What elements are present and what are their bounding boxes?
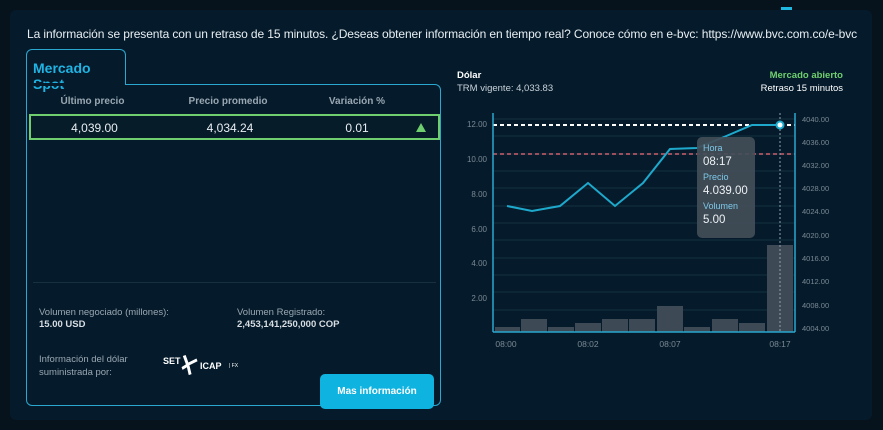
svg-text:8.00: 8.00 <box>471 190 487 199</box>
tab-joint <box>27 83 125 86</box>
svg-text:2.00: 2.00 <box>471 294 487 303</box>
right-axis-labels: 4004.00 4008.00 4012.00 4016.00 4020.00 … <box>802 115 829 333</box>
svg-text:4020.00: 4020.00 <box>802 231 829 240</box>
svg-text:4004.00: 4004.00 <box>802 324 829 333</box>
delay-status: Retraso 15 minutos <box>760 83 843 94</box>
tooltip-hora-label: Hora <box>703 143 723 153</box>
tooltip-precio-label: Precio <box>703 172 729 182</box>
svg-text:4040.00: 4040.00 <box>802 115 829 124</box>
logo-cross-icon <box>181 354 198 375</box>
avg-price-value: 4,034.24 <box>206 121 254 135</box>
svg-text:4008.00: 4008.00 <box>802 301 829 310</box>
x-axis-labels: 08:00 08:02 08:07 08:17 <box>495 339 791 349</box>
provider-label: Información del dólar suministrada por: <box>39 354 128 378</box>
tooltip-hora-value: 08:17 <box>703 156 732 168</box>
top-tab-indicator <box>781 7 792 10</box>
chart-tooltip: Hora 08:17 Precio 4.039.00 Volumen 5.00 <box>697 137 755 238</box>
volume-traded-label: Volumen negociado (millones): <box>39 307 169 318</box>
trm-value: TRM vigente: 4,033.83 <box>457 83 554 94</box>
tooltip-precio-value: 4.039.00 <box>703 185 748 197</box>
price-line <box>506 124 780 213</box>
volume-registered-value: 2,453,141,250,000 COP <box>237 319 340 330</box>
volume-registered: Volumen Registrado: 2,453,141,250,000 CO… <box>237 307 339 331</box>
trend-up-icon <box>416 123 426 132</box>
tab-mercado-spot-label: Mercado Spot <box>33 60 91 92</box>
tooltip-volumen-value: 5.00 <box>703 214 726 226</box>
svg-text:4.00: 4.00 <box>471 259 487 268</box>
svg-text:4036.00: 4036.00 <box>802 138 829 147</box>
logo-set-text: SET <box>163 356 181 366</box>
market-status: Mercado abierto <box>769 70 843 81</box>
col-last-price: Último precio <box>60 96 125 107</box>
volume-traded: Volumen negociado (millones): 15.00 USD <box>39 307 169 331</box>
svg-text:6.00: 6.00 <box>471 225 487 234</box>
left-axis-labels: 2.00 4.00 6.00 8.00 10.00 12.00 <box>467 120 488 303</box>
variation-value: 0.01 <box>345 121 369 135</box>
svg-text:08:07: 08:07 <box>659 339 681 349</box>
chart-header-left: Dólar TRM vigente: 4,033.83 <box>457 69 553 95</box>
chart-title: Dólar <box>457 70 482 81</box>
table-row: 4,039.00 4,034.24 0.01 <box>29 114 440 140</box>
chart-header-right: Mercado abierto Retraso 15 minutos <box>761 69 843 95</box>
svg-text:10.00: 10.00 <box>467 155 488 164</box>
svg-text:08:02: 08:02 <box>577 339 599 349</box>
col-avg-price: Precio promedio <box>188 96 268 107</box>
tab-mercado-spot[interactable]: Mercado Spot <box>26 49 126 92</box>
svg-text:4012.00: 4012.00 <box>802 277 829 286</box>
tooltip-volumen-label: Volumen <box>703 201 739 211</box>
logo-fx-text: | FX <box>229 363 239 369</box>
section-divider <box>33 282 436 283</box>
table-header: Último precio Precio promedio Variación … <box>27 93 440 113</box>
svg-text:08:00: 08:00 <box>495 339 517 349</box>
price-volume-chart[interactable]: 2.00 4.00 6.00 8.00 10.00 12.00 4004.00 … <box>455 105 855 360</box>
svg-text:4032.00: 4032.00 <box>802 161 829 170</box>
more-info-button[interactable]: Mas información <box>320 374 434 409</box>
set-icap-fx-logo: SET ICAP | FX <box>163 353 243 375</box>
svg-text:4016.00: 4016.00 <box>802 254 829 263</box>
svg-text:08:17: 08:17 <box>769 339 791 349</box>
col-variation: Variación % <box>328 96 386 107</box>
volume-bars <box>495 245 793 332</box>
svg-text:4024.00: 4024.00 <box>802 207 829 216</box>
volume-traded-value: 15.00 USD <box>39 319 86 330</box>
hover-point <box>775 120 785 130</box>
last-price-value: 4,039.00 <box>71 121 118 135</box>
spot-market-card: Último precio Precio promedio Variación … <box>26 84 441 409</box>
volume-registered-label: Volumen Registrado: <box>237 307 326 318</box>
logo-icap-text: ICAP <box>200 361 222 371</box>
svg-text:12.00: 12.00 <box>467 120 488 129</box>
delay-notice: La información se presenta con un retras… <box>27 27 857 41</box>
svg-text:4028.00: 4028.00 <box>802 184 829 193</box>
